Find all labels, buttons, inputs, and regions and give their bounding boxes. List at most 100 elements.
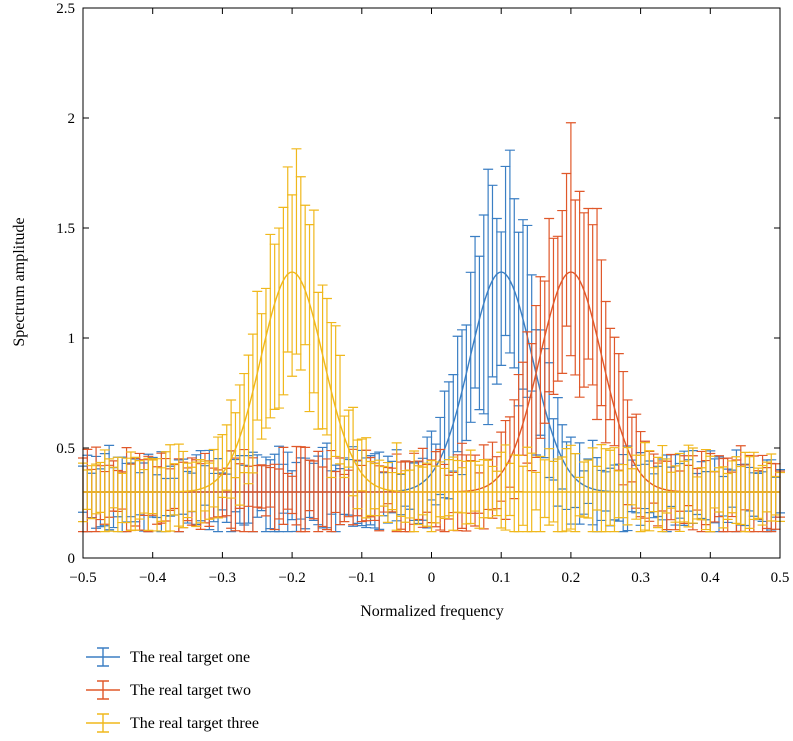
error-bar: [513, 454, 524, 533]
error-bar: [613, 470, 624, 519]
error-bar: [531, 304, 542, 458]
x-tick-label: −0.2: [278, 570, 305, 586]
error-bar: [226, 399, 237, 499]
error-bar: [304, 459, 315, 512]
error-bar: [456, 467, 467, 514]
error-bar: [317, 466, 328, 528]
error-bar: [391, 442, 402, 531]
legend-item: The real target three: [86, 713, 259, 733]
error-bar: [548, 237, 559, 395]
error-bar: [452, 335, 463, 453]
y-tick-label: 1: [68, 331, 76, 347]
error-bar: [509, 198, 520, 369]
error-bar: [761, 461, 772, 513]
error-bar: [587, 447, 598, 533]
error-bar: [635, 454, 646, 533]
legend-item: The real target one: [86, 647, 250, 667]
error-bar: [748, 451, 759, 521]
y-tick-label: 0.5: [56, 441, 75, 457]
error-bar: [95, 461, 106, 513]
error-bar: [483, 459, 494, 519]
error-bar: [448, 456, 459, 531]
legend-label: The real target three: [130, 715, 259, 732]
legend-item: The real target two: [86, 680, 251, 700]
error-bar: [683, 444, 694, 528]
error-bar: [417, 466, 428, 516]
error-bar: [461, 324, 472, 442]
error-bar: [552, 458, 563, 533]
x-axis-label: Normalized frequency: [360, 603, 503, 620]
error-bar: [609, 447, 620, 533]
error-bar: [121, 457, 132, 524]
error-bar: [230, 412, 241, 479]
error-bar: [413, 465, 424, 526]
error-bar: [491, 470, 502, 517]
error-bar: [265, 466, 276, 508]
error-bar: [496, 231, 507, 366]
error-bar: [269, 243, 280, 410]
error-bar: [639, 442, 650, 531]
x-tick-label: 0.3: [631, 570, 650, 586]
x-tick-label: −0.3: [209, 570, 236, 586]
x-tick-label: 0.4: [701, 570, 720, 586]
error-bar: [369, 462, 380, 510]
error-bar: [365, 460, 376, 517]
error-bar: [234, 384, 245, 506]
error-bar: [722, 472, 733, 521]
error-bar: [221, 424, 232, 491]
error-bar: [173, 443, 184, 527]
error-bar: [165, 444, 176, 532]
x-tick-label: −0.4: [139, 570, 167, 586]
x-tick-label: 0: [428, 570, 436, 586]
error-bar: [186, 466, 197, 512]
error-bar: [112, 456, 123, 533]
error-bar: [700, 448, 711, 531]
y-tick-label: 2: [68, 111, 76, 127]
error-bar: [535, 455, 546, 533]
error-bar: [622, 446, 633, 526]
error-bar: [326, 321, 337, 479]
error-bar: [605, 327, 616, 421]
error-bar: [430, 465, 441, 524]
error-bar: [583, 459, 594, 519]
error-bar: [156, 467, 167, 522]
error-bar: [152, 458, 163, 532]
error-bar: [496, 451, 507, 529]
error-bar: [452, 459, 463, 513]
error-bar: [204, 462, 215, 520]
error-bar: [583, 207, 594, 360]
error-bar: [561, 172, 572, 327]
error-bar: [274, 468, 285, 520]
x-tick-label: −0.1: [348, 570, 375, 586]
error-bar: [117, 472, 128, 524]
error-bar: [269, 463, 280, 531]
error-bar: [343, 409, 354, 468]
y-tick-label: 0: [68, 551, 76, 567]
legend-marker: [86, 647, 120, 667]
error-bar: [753, 467, 764, 519]
error-bar: [321, 297, 332, 436]
error-bar: [287, 194, 298, 377]
error-bar: [565, 122, 576, 357]
error-bar: [696, 467, 707, 521]
error-bar: [504, 149, 515, 354]
legend-label: The real target two: [130, 682, 251, 699]
error-bar: [143, 457, 154, 531]
error-bar: [770, 475, 781, 516]
error-bar: [426, 460, 437, 533]
error-bar: [474, 464, 485, 529]
error-bar: [134, 460, 145, 520]
error-bar: [735, 465, 746, 526]
error-bar: [308, 460, 319, 520]
error-bar: [596, 259, 607, 407]
error-bar: [557, 456, 568, 533]
error-bar: [256, 313, 267, 440]
error-bar: [208, 448, 219, 508]
error-bar: [352, 439, 363, 510]
error-bar: [504, 462, 515, 517]
error-bar: [592, 465, 603, 511]
error-bar: [644, 450, 655, 532]
error-bar: [108, 466, 119, 509]
error-bar: [252, 464, 263, 508]
error-bar: [147, 459, 158, 515]
